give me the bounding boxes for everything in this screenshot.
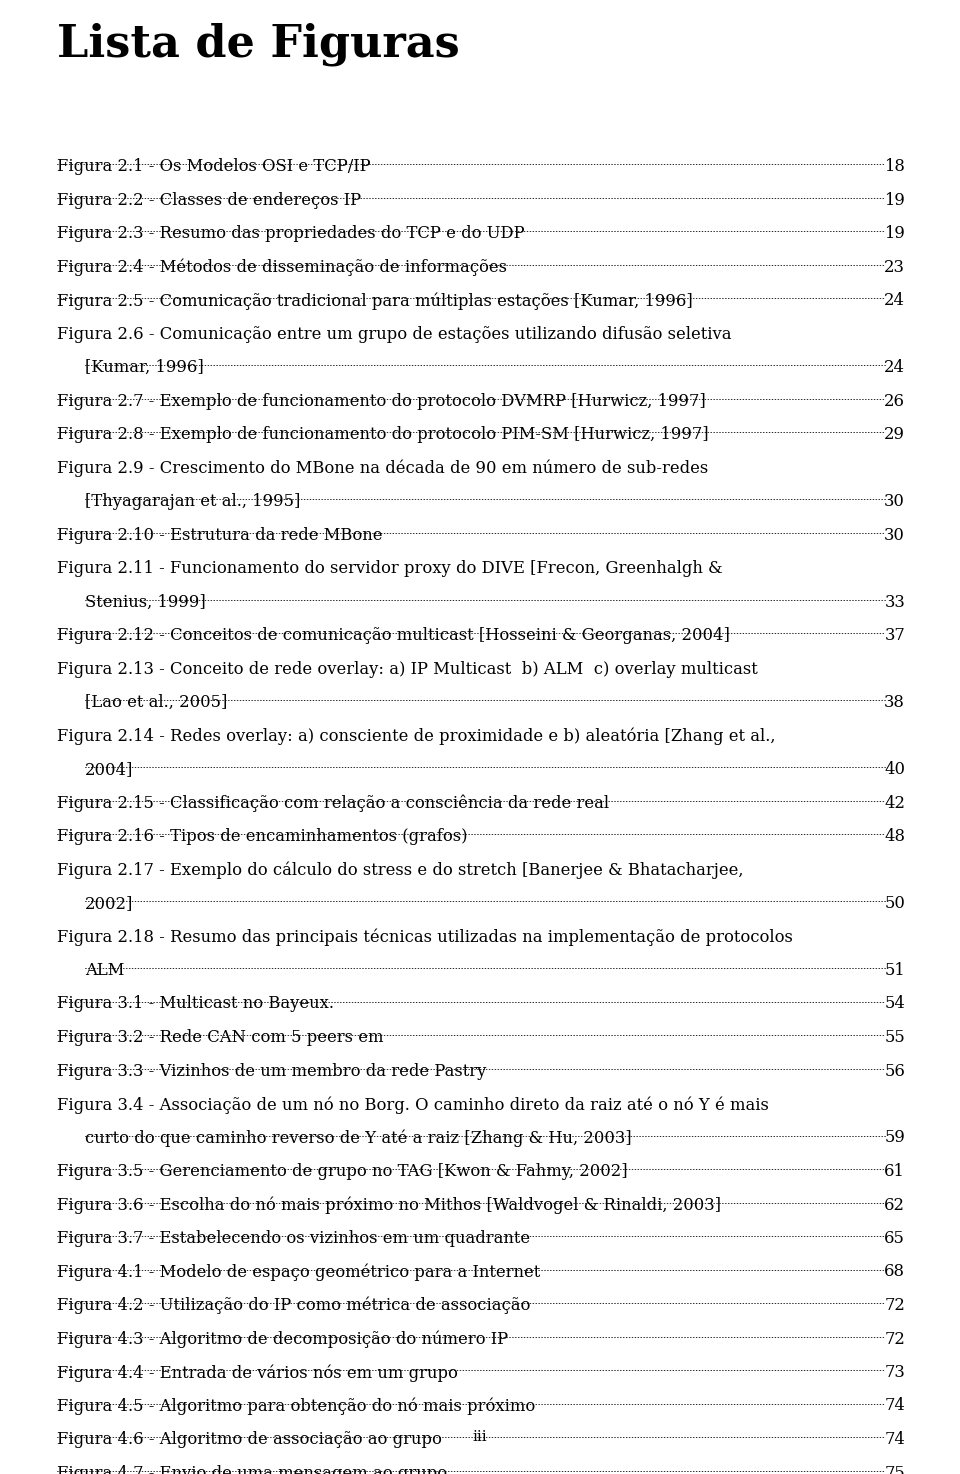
Text: Figura 4.1 - Modelo de espaço geométrico para a Internet: Figura 4.1 - Modelo de espaço geométrico… (57, 1263, 540, 1281)
Text: Lista de Figuras: Lista de Figuras (57, 22, 460, 65)
Text: 30: 30 (884, 492, 905, 510)
Text: 74: 74 (884, 1397, 905, 1415)
Text: Figura 2.1 - Os Modelos OSI e TCP/IP: Figura 2.1 - Os Modelos OSI e TCP/IP (57, 158, 371, 175)
Text: Figura 2.2 - Classes de endereços IP: Figura 2.2 - Classes de endereços IP (57, 192, 361, 208)
Text: curto do que caminho reverso de Y até a raiz [Zhang & Hu, 2003]: curto do que caminho reverso de Y até a … (85, 1129, 632, 1147)
Text: Figura 3.3 - Vizinhos de um membro da rede Pastry: Figura 3.3 - Vizinhos de um membro da re… (57, 1063, 487, 1079)
Text: 72: 72 (884, 1297, 905, 1313)
Text: [Lao et al., 2005]: [Lao et al., 2005] (85, 694, 228, 710)
Text: 37: 37 (884, 626, 905, 644)
Text: [Kumar, 1996]: [Kumar, 1996] (85, 360, 204, 376)
Text: Figura 4.2 - Utilização do IP como métrica de associação: Figura 4.2 - Utilização do IP como métri… (57, 1297, 530, 1315)
Text: Figura 3.6 - Escolha do nó mais próximo no Mithos [Waldvogel & Rinaldi, 2003]: Figura 3.6 - Escolha do nó mais próximo … (57, 1197, 721, 1215)
Text: 26: 26 (884, 392, 905, 410)
Text: 24: 24 (884, 292, 905, 310)
Text: Figura 2.17 - Exemplo do cálculo do stress e do stretch [Banerjee & Bhatacharjee: Figura 2.17 - Exemplo do cálculo do stre… (57, 861, 743, 879)
Text: Figura 2.6 - Comunicação entre um grupo de estações utilizando difusão seletiva: Figura 2.6 - Comunicação entre um grupo … (57, 326, 732, 342)
Text: Figura 3.5 - Gerenciamento de grupo no TAG [Kwon & Fahmy, 2002]: Figura 3.5 - Gerenciamento de grupo no T… (57, 1163, 628, 1181)
Text: iii: iii (472, 1430, 488, 1445)
Text: Figura 2.9 - Crescimento do MBone na década de 90 em número de sub-redes: Figura 2.9 - Crescimento do MBone na déc… (57, 460, 708, 478)
Text: 38: 38 (884, 694, 905, 710)
Text: 61: 61 (884, 1163, 905, 1181)
Text: Figura 2.12 - Conceitos de comunicação multicast [Hosseini & Georganas, 2004]: Figura 2.12 - Conceitos de comunicação m… (57, 626, 730, 644)
Text: Figura 2.7 - Exemplo de funcionamento do protocolo DVMRP [Hurwicz, 1997]: Figura 2.7 - Exemplo de funcionamento do… (57, 392, 706, 410)
Text: Figura 2.8 - Exemplo de funcionamento do protocolo PIM-SM [Hurwicz, 1997]: Figura 2.8 - Exemplo de funcionamento do… (57, 426, 708, 444)
Text: Figura 2.16 - Tipos de encaminhamentos (grafos): Figura 2.16 - Tipos de encaminhamentos (… (57, 828, 468, 845)
Text: Figura 2.11 - Funcionamento do servidor proxy do DIVE [Frecon, Greenhalgh &: Figura 2.11 - Funcionamento do servidor … (57, 560, 723, 576)
Text: Figura 2.13 - Conceito de rede overlay: a) IP Multicast  b) ALM  c) overlay mult: Figura 2.13 - Conceito de rede overlay: … (57, 660, 757, 678)
Text: Figura 3.1 - Multicast no Bayeux.: Figura 3.1 - Multicast no Bayeux. (57, 995, 334, 1013)
Text: Figura 3.4 - Associação de um nó no Borg. O caminho direto da raiz até o nó Y é : Figura 3.4 - Associação de um nó no Borg… (57, 1097, 769, 1113)
Text: Figura 2.15 - Classificação com relação a consciência da rede real: Figura 2.15 - Classificação com relação … (57, 794, 610, 812)
Text: 50: 50 (884, 895, 905, 912)
Text: 54: 54 (884, 995, 905, 1013)
Text: 72: 72 (884, 1331, 905, 1347)
Text: 18: 18 (884, 158, 905, 175)
Text: Figura 4.3 - Algoritmo de decomposição do número IP: Figura 4.3 - Algoritmo de decomposição d… (57, 1331, 508, 1349)
Text: 33: 33 (884, 594, 905, 610)
Text: 51: 51 (884, 963, 905, 979)
Text: Figura 2.14 - Redes overlay: a) consciente de proximidade e b) aleatória [Zhang : Figura 2.14 - Redes overlay: a) conscien… (57, 728, 776, 744)
Text: Figura 2.5 - Comunicação tradicional para múltiplas estações [Kumar, 1996]: Figura 2.5 - Comunicação tradicional par… (57, 292, 693, 310)
Text: Figura 2.3 - Resumo das propriedades do TCP e do UDP: Figura 2.3 - Resumo das propriedades do … (57, 226, 524, 242)
Text: Figura 4.6 - Algoritmo de associação ao grupo: Figura 4.6 - Algoritmo de associação ao … (57, 1431, 442, 1447)
Text: Figura 4.5 - Algoritmo para obtenção do nó mais próximo: Figura 4.5 - Algoritmo para obtenção do … (57, 1397, 536, 1415)
Text: 23: 23 (884, 258, 905, 276)
Text: 75: 75 (884, 1465, 905, 1474)
Text: Figura 3.7 - Estabelecendo os vizinhos em um quadrante: Figura 3.7 - Estabelecendo os vizinhos e… (57, 1229, 530, 1247)
Text: Stenius, 1999]: Stenius, 1999] (85, 594, 205, 610)
Text: 30: 30 (884, 526, 905, 544)
Text: 40: 40 (884, 761, 905, 778)
Text: 59: 59 (884, 1129, 905, 1147)
Text: 42: 42 (884, 794, 905, 812)
Text: 2004]: 2004] (85, 761, 133, 778)
Text: Figura 2.10 - Estrutura da rede MBone: Figura 2.10 - Estrutura da rede MBone (57, 526, 382, 544)
Text: 62: 62 (884, 1197, 905, 1213)
Text: Figura 3.2 - Rede CAN com 5 peers em: Figura 3.2 - Rede CAN com 5 peers em (57, 1029, 383, 1047)
Text: 29: 29 (884, 426, 905, 444)
Text: 56: 56 (884, 1063, 905, 1079)
Text: 24: 24 (884, 360, 905, 376)
Text: ALM: ALM (85, 963, 125, 979)
Text: 65: 65 (884, 1229, 905, 1247)
Text: Figura 4.7 - Envio de uma mensagem ao grupo: Figura 4.7 - Envio de uma mensagem ao gr… (57, 1465, 447, 1474)
Text: Figura 2.18 - Resumo das principais técnicas utilizadas na implementação de prot: Figura 2.18 - Resumo das principais técn… (57, 929, 793, 946)
Text: 68: 68 (884, 1263, 905, 1281)
Text: [Thyagarajan et al., 1995]: [Thyagarajan et al., 1995] (85, 492, 300, 510)
Text: 55: 55 (884, 1029, 905, 1047)
Text: 48: 48 (884, 828, 905, 845)
Text: 73: 73 (884, 1363, 905, 1381)
Text: 74: 74 (884, 1431, 905, 1447)
Text: 19: 19 (884, 192, 905, 208)
Text: 2002]: 2002] (85, 895, 133, 912)
Text: 19: 19 (884, 226, 905, 242)
Text: Figura 2.4 - Métodos de disseminação de informações: Figura 2.4 - Métodos de disseminação de … (57, 258, 507, 276)
Text: Figura 4.4 - Entrada de vários nós em um grupo: Figura 4.4 - Entrada de vários nós em um… (57, 1363, 458, 1381)
